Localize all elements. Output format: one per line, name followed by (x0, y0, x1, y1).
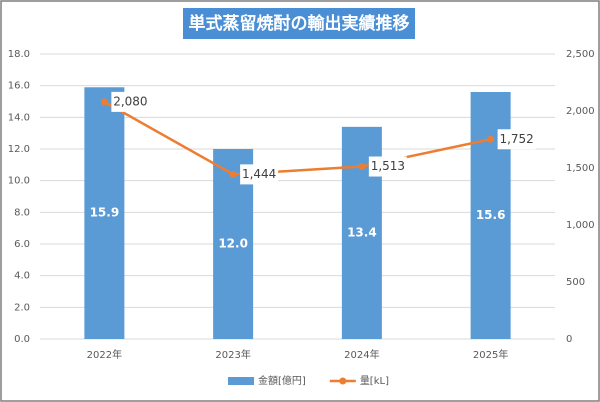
line-value-label: 1,513 (371, 159, 405, 173)
x-tick-label: 2022年 (87, 348, 122, 361)
value-label-box (111, 91, 150, 112)
legend-swatch (228, 377, 254, 385)
bar-value-label: 15.9 (90, 206, 120, 220)
value-label-box (240, 164, 279, 185)
y-tick-label: 18.0 (8, 49, 30, 60)
chart-title: 単式蒸留焼酎の輸出実績推移 (189, 13, 410, 34)
bar-value-label: 15.6 (476, 208, 506, 222)
y2-tick-label: 2,500 (566, 49, 595, 60)
line-point (358, 163, 366, 171)
line-value-label: 2,080 (113, 94, 147, 108)
y2-tick-label: 1,000 (566, 220, 595, 231)
y-tick-label: 16.0 (8, 81, 30, 92)
y-tick-label: 14.0 (8, 112, 30, 123)
legend-label: 量[kL] (360, 375, 389, 387)
y2-tick-label: 500 (566, 277, 585, 288)
x-tick-label: 2023年 (215, 348, 250, 361)
y-tick-label: 6.0 (14, 239, 30, 250)
y-tick-label: 10.0 (8, 176, 30, 187)
x-tick-label: 2024年 (344, 348, 379, 361)
bar-value-label: 12.0 (218, 237, 248, 251)
y2-tick-label: 1,500 (566, 163, 595, 174)
y-tick-label: 12.0 (8, 144, 30, 155)
value-label-box (497, 129, 536, 150)
line-value-label: 1,444 (242, 167, 276, 181)
legend-swatch (339, 377, 347, 385)
line-point (229, 170, 237, 178)
title-box (183, 8, 415, 39)
y-tick-label: 2.0 (14, 302, 30, 313)
y2-tick-label: 2,000 (566, 106, 595, 117)
bar (84, 87, 125, 339)
y-tick-label: 4.0 (14, 271, 30, 282)
value-label-box (368, 156, 407, 177)
line-point (100, 98, 108, 106)
line (103, 100, 491, 176)
x-tick-label: 2025年 (473, 348, 508, 361)
legend-label: 金額[億円] (258, 374, 306, 387)
bar-value-label: 13.4 (347, 225, 377, 239)
line-point (487, 135, 495, 143)
y-tick-label: 8.0 (14, 207, 30, 218)
y2-tick-label: 0 (566, 334, 572, 345)
line-value-label: 1,752 (499, 132, 533, 146)
y-tick-label: 0.0 (14, 334, 30, 345)
